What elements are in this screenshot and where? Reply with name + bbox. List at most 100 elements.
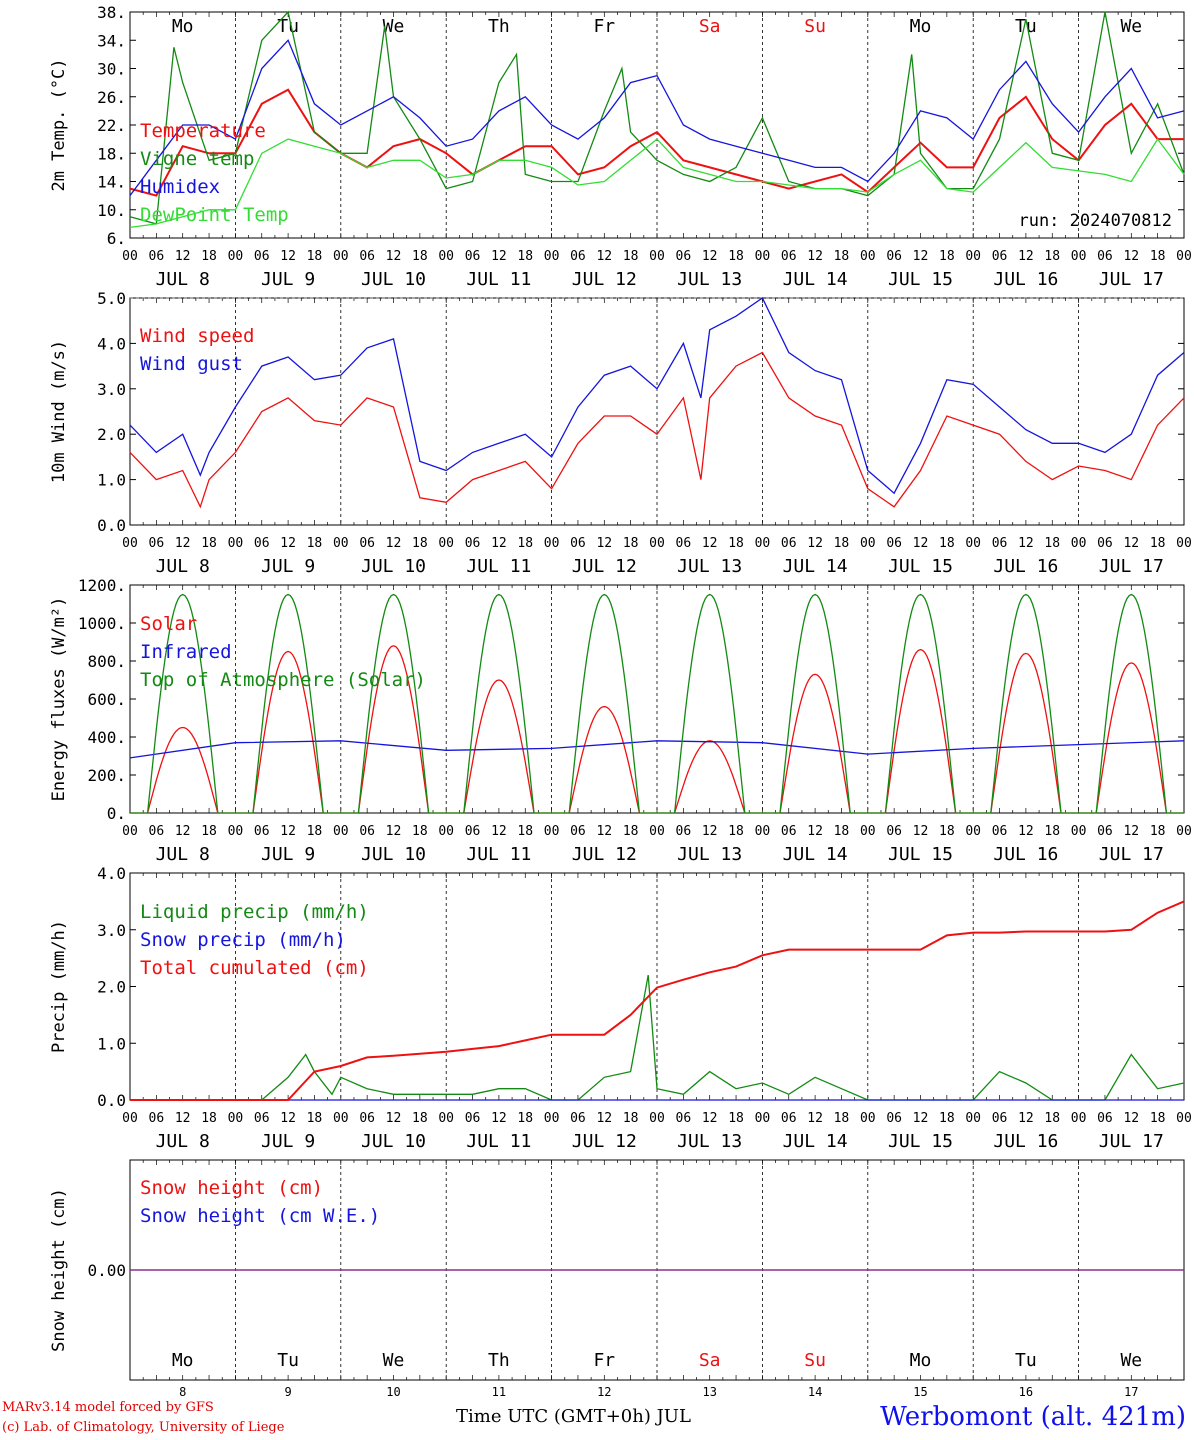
hour-label: 06 bbox=[359, 1111, 375, 1126]
y-tick-label: 5.0 bbox=[97, 289, 126, 308]
series-line bbox=[129, 740, 1185, 759]
y-tick-label: 3.0 bbox=[97, 380, 126, 399]
weekday-label: Tu bbox=[1015, 16, 1037, 37]
legend-entry: Snow precip (mm/h) bbox=[140, 929, 346, 951]
model-credit: MARv3.14 model forced by GFS bbox=[2, 1400, 214, 1415]
hour-label: 00 bbox=[755, 536, 771, 551]
date-label: JUL 12 bbox=[572, 269, 637, 290]
hour-label: 00 bbox=[860, 536, 876, 551]
hour-label: 06 bbox=[359, 824, 375, 839]
hour-label: 18 bbox=[834, 536, 850, 551]
legend-entry: Snow height (cm W.E.) bbox=[140, 1205, 380, 1227]
weekday-label: Mo bbox=[172, 16, 194, 37]
date-label: JUL 13 bbox=[677, 269, 742, 290]
hour-label: 00 bbox=[122, 536, 138, 551]
hour-label: 18 bbox=[834, 249, 850, 264]
hour-label: 12 bbox=[1123, 1111, 1139, 1126]
weekday-label: We bbox=[1120, 1350, 1142, 1371]
date-label: JUL 8 bbox=[156, 1131, 210, 1152]
date-label: JUL 8 bbox=[156, 556, 210, 577]
date-label: JUL 15 bbox=[888, 844, 953, 865]
hour-label: 06 bbox=[149, 824, 165, 839]
y-tick-label: 30. bbox=[97, 60, 126, 79]
weekday-label: Fr bbox=[593, 1350, 615, 1371]
hour-label: 12 bbox=[280, 536, 296, 551]
hour-label: 00 bbox=[438, 824, 454, 839]
hour-label: 00 bbox=[1176, 1111, 1192, 1126]
hour-label: 18 bbox=[307, 1111, 323, 1126]
hour-label: 12 bbox=[175, 249, 191, 264]
hour-label: 18 bbox=[728, 249, 744, 264]
hour-label: 06 bbox=[992, 536, 1008, 551]
date-label: JUL 16 bbox=[993, 1131, 1058, 1152]
hour-label: 06 bbox=[781, 536, 797, 551]
hour-label: 12 bbox=[596, 249, 612, 264]
date-label: JUL 9 bbox=[261, 556, 315, 577]
y-tick-label: 4.0 bbox=[97, 334, 126, 353]
hour-label: 12 bbox=[807, 1111, 823, 1126]
hour-label: 12 bbox=[1123, 536, 1139, 551]
weekday-label: Mo bbox=[172, 1350, 194, 1371]
hour-label: 06 bbox=[676, 249, 692, 264]
series-line bbox=[129, 88, 1184, 197]
date-label: JUL 16 bbox=[993, 844, 1058, 865]
site-name: Werbomont (alt. 421m) bbox=[880, 1402, 1186, 1432]
y-tick-label: 18. bbox=[97, 144, 126, 163]
hour-label: 00 bbox=[228, 536, 244, 551]
y-tick-label: 0.0 bbox=[97, 516, 126, 535]
hour-label: 00 bbox=[1071, 1111, 1087, 1126]
hour-label: 06 bbox=[465, 1111, 481, 1126]
legend-entry: Liquid precip (mm/h) bbox=[140, 901, 369, 923]
date-label: JUL 11 bbox=[466, 1131, 531, 1152]
hour-label: 18 bbox=[412, 824, 428, 839]
hour-label: 12 bbox=[702, 249, 718, 264]
hour-label: 12 bbox=[175, 824, 191, 839]
y-tick-label: 6. bbox=[107, 229, 126, 248]
hour-label: 00 bbox=[1176, 536, 1192, 551]
date-label: JUL 11 bbox=[466, 556, 531, 577]
hour-label: 00 bbox=[228, 824, 244, 839]
hour-label: 18 bbox=[728, 1111, 744, 1126]
series-line bbox=[129, 297, 1185, 495]
hour-label: 06 bbox=[570, 536, 586, 551]
y-tick-label: 3.0 bbox=[97, 921, 126, 940]
date-label: JUL 10 bbox=[361, 1131, 426, 1152]
date-label: JUL 17 bbox=[1099, 269, 1164, 290]
hour-label: 00 bbox=[122, 249, 138, 264]
hour-label: 18 bbox=[623, 824, 639, 839]
y-tick-label: 2.0 bbox=[97, 425, 126, 444]
hour-label: 12 bbox=[280, 1111, 296, 1126]
day-number: 17 bbox=[1124, 1385, 1138, 1399]
y-tick-label: 600. bbox=[87, 690, 126, 709]
hour-label: 18 bbox=[1150, 1111, 1166, 1126]
hour-label: 06 bbox=[465, 249, 481, 264]
hour-label: 00 bbox=[965, 249, 981, 264]
hour-label: 00 bbox=[1071, 824, 1087, 839]
hour-label: 18 bbox=[623, 536, 639, 551]
date-label: JUL 10 bbox=[361, 556, 426, 577]
weekday-label: Sa bbox=[699, 1350, 721, 1371]
date-label: JUL 16 bbox=[993, 556, 1058, 577]
hour-label: 06 bbox=[781, 249, 797, 264]
hour-label: 06 bbox=[359, 249, 375, 264]
date-label: JUL 14 bbox=[783, 269, 848, 290]
hour-label: 00 bbox=[544, 1111, 560, 1126]
hour-label: 00 bbox=[965, 1111, 981, 1126]
hour-label: 12 bbox=[1018, 536, 1034, 551]
hour-label: 12 bbox=[702, 536, 718, 551]
hour-label: 06 bbox=[254, 249, 270, 264]
hour-label: 06 bbox=[359, 536, 375, 551]
date-label: JUL 17 bbox=[1099, 1131, 1164, 1152]
y-axis-title: 10m Wind (m/s) bbox=[49, 340, 69, 483]
series-line bbox=[129, 39, 1185, 196]
hour-label: 00 bbox=[649, 1111, 665, 1126]
hour-label: 12 bbox=[1018, 249, 1034, 264]
hour-label: 12 bbox=[702, 824, 718, 839]
y-tick-label: 26. bbox=[97, 88, 126, 107]
date-label: JUL 11 bbox=[466, 844, 531, 865]
y-tick-label: 0.0 bbox=[97, 1091, 126, 1110]
hour-label: 18 bbox=[201, 249, 217, 264]
hour-label: 12 bbox=[386, 824, 402, 839]
hour-label: 06 bbox=[570, 1111, 586, 1126]
hour-label: 12 bbox=[913, 1111, 929, 1126]
